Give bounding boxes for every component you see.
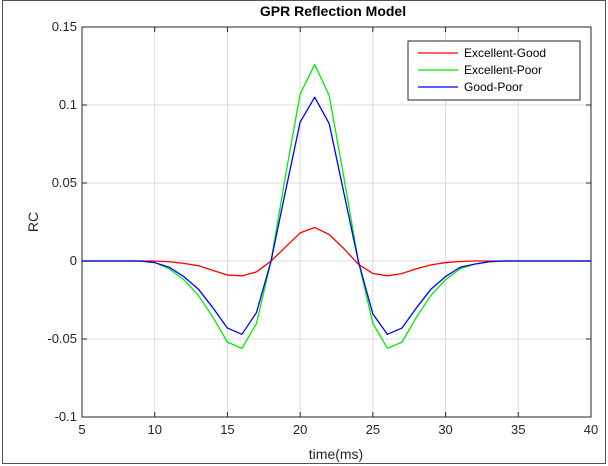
- plot-area: [81, 26, 592, 418]
- legend: Excellent-Good Excellent-Poor Good-Poor: [407, 40, 581, 101]
- x-tick-label: 20: [293, 422, 307, 437]
- x-tick-label: 35: [511, 422, 525, 437]
- x-axis-label: time(ms): [309, 446, 363, 462]
- y-tick-label: 0.05: [52, 175, 77, 190]
- x-tick-label: 10: [147, 422, 161, 437]
- grid: [82, 27, 591, 417]
- series-line-excellent-poor: [82, 63, 591, 350]
- x-tick-label: 40: [584, 422, 598, 437]
- x-tick-label: 15: [220, 422, 234, 437]
- y-axis-label: RC: [25, 212, 41, 232]
- legend-label: Excellent-Poor: [464, 63, 542, 77]
- series-line-good-poor: [82, 96, 591, 335]
- y-tick-label: 0.1: [59, 97, 77, 112]
- y-tick-label: -0.05: [47, 331, 77, 346]
- x-tick-label: 30: [438, 422, 452, 437]
- series-lines: [82, 63, 591, 350]
- x-tick-label: 25: [366, 422, 380, 437]
- axis-ticks: 5 10 15 20 25 30 35 40 -0.1 -0.05 0 0.05 0.1 0.15: [47, 19, 598, 437]
- series-line-excellent-good: [82, 226, 591, 277]
- x-tick-label: 5: [78, 422, 85, 437]
- y-tick-label: 0.15: [52, 19, 77, 34]
- y-tick-label: 0: [70, 253, 77, 268]
- chart-title: GPR Reflection Model: [260, 3, 406, 19]
- y-tick-label: -0.1: [55, 409, 77, 424]
- legend-label: Good-Poor: [464, 80, 523, 94]
- legend-label: Excellent-Good: [464, 46, 546, 60]
